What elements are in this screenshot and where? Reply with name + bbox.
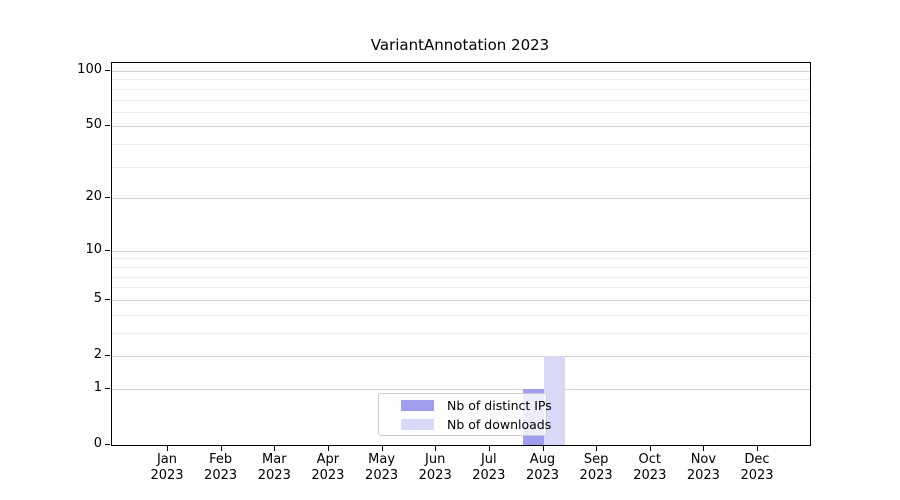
x-tick-label: Nov 2023 — [686, 452, 720, 483]
y-tick-mark — [105, 70, 110, 71]
y-gridline-minor — [112, 111, 810, 113]
x-tick-label: Apr 2023 — [311, 452, 345, 483]
legend-label-downloads: Nb of downloads — [447, 416, 552, 432]
x-tick-mark — [327, 446, 329, 451]
y-gridline-minor — [112, 276, 810, 278]
y-tick-mark — [105, 197, 110, 199]
y-gridline-major — [112, 356, 810, 357]
legend-label-distinct-ips: Nb of distinct IPs — [447, 397, 552, 413]
y-tick-mark — [105, 444, 110, 445]
y-gridline-minor — [112, 166, 810, 168]
y-gridline-minor — [112, 332, 810, 334]
y-gridline-minor — [112, 314, 810, 316]
x-tick-mark — [649, 446, 651, 451]
y-gridline-major — [112, 299, 810, 301]
y-gridline-minor — [112, 266, 810, 268]
x-tick-label: May 2023 — [365, 452, 399, 483]
x-tick-label: Jul 2023 — [472, 452, 506, 483]
y-gridline-major — [112, 250, 810, 252]
y-tick-mark — [105, 298, 110, 300]
x-tick-label: Aug 2023 — [525, 452, 560, 483]
y-tick-mark — [105, 125, 110, 127]
y-tick-mark — [105, 355, 110, 356]
legend-item-downloads: Nb of downloads — [379, 415, 551, 434]
legend-item-distinct-ips: Nb of distinct IPs — [379, 396, 552, 415]
y-tick-label: 1 — [93, 379, 102, 395]
x-tick-mark — [703, 446, 705, 451]
legend-swatch-distinct-ips — [401, 399, 434, 411]
x-tick-label: Jan 2023 — [150, 452, 184, 483]
y-gridline-major — [112, 388, 810, 390]
y-tick-label: 2 — [93, 347, 102, 362]
y-tick-mark — [105, 249, 110, 251]
y-tick-label: 20 — [85, 189, 102, 205]
plot-area — [111, 62, 811, 446]
x-tick-label: Oct 2023 — [633, 452, 667, 483]
y-tick-label: 0 — [93, 436, 102, 451]
y-gridline-minor — [112, 144, 810, 146]
y-tick-mark — [105, 387, 110, 389]
y-tick-label: 50 — [85, 117, 102, 133]
legend-swatch-downloads — [401, 418, 434, 430]
x-tick-mark — [274, 446, 276, 451]
y-tick-label: 100 — [77, 62, 102, 77]
y-gridline-minor — [112, 99, 810, 101]
x-tick-label: Mar 2023 — [257, 452, 291, 483]
y-gridline-major — [112, 71, 810, 72]
x-tick-mark — [757, 446, 758, 451]
y-gridline-major — [112, 126, 810, 128]
y-tick-label: 10 — [85, 241, 102, 257]
y-gridline-minor — [112, 258, 810, 260]
legend: Nb of distinct IPs Nb of downloads — [378, 393, 552, 436]
x-tick-mark — [167, 446, 168, 451]
x-tick-label: Dec 2023 — [740, 452, 774, 483]
x-tick-mark — [220, 446, 222, 451]
chart-title: VariantAnnotation 2023 — [370, 36, 550, 54]
y-tick-label: 5 — [93, 290, 102, 306]
y-gridline-major — [112, 198, 810, 200]
x-tick-mark — [596, 446, 598, 451]
x-tick-mark — [381, 446, 383, 451]
x-tick-mark — [542, 446, 544, 451]
x-tick-label: Jun 2023 — [418, 452, 452, 483]
x-tick-mark — [488, 446, 490, 451]
x-tick-mark — [435, 446, 437, 451]
x-tick-label: Sep 2023 — [579, 452, 613, 483]
y-gridline-minor — [112, 88, 810, 90]
x-tick-label: Feb 2023 — [204, 452, 238, 483]
y-gridline-minor — [112, 79, 810, 81]
y-gridline-minor — [112, 287, 810, 289]
bar-nb-of-downloads-aug — [543, 356, 565, 445]
